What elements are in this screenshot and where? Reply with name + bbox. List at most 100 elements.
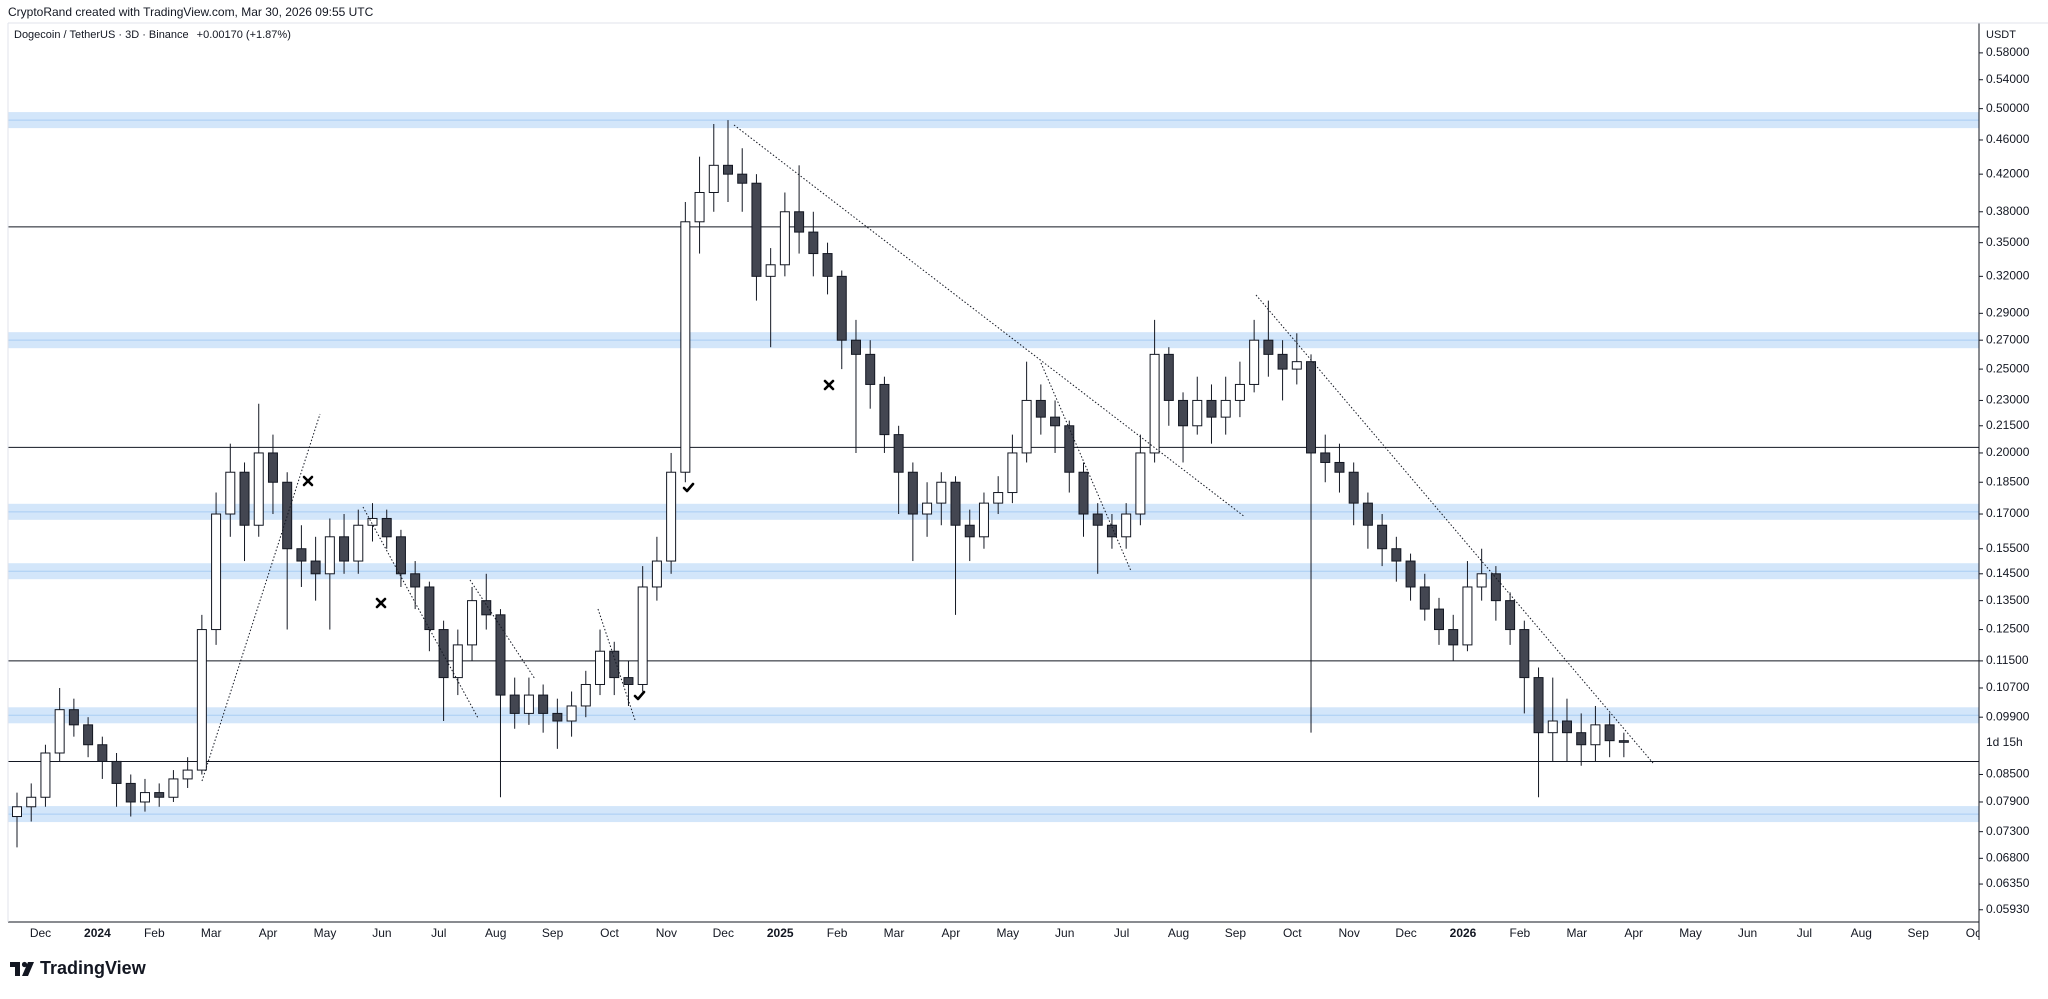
candle-body	[196, 629, 207, 771]
x-tick-label: Feb	[1510, 926, 1531, 940]
y-tick-label: 0.07300	[1986, 824, 2030, 838]
y-tick-label: 0.12500	[1986, 622, 2030, 636]
x-tick-label: Sep	[1908, 926, 1930, 940]
candle-body	[1604, 724, 1615, 742]
candle-body	[1192, 399, 1203, 427]
x-tick-label: Aug	[1851, 926, 1872, 940]
cross-icon	[302, 475, 314, 487]
candle-body	[1490, 573, 1501, 602]
y-tick-label: 0.06800	[1986, 850, 2030, 864]
candle-body	[353, 524, 364, 562]
x-tick-label: Jul	[1114, 926, 1129, 940]
price-change: +0.00170 (+1.87%)	[197, 29, 291, 41]
candle-body	[1519, 629, 1530, 679]
candle-body	[708, 164, 719, 193]
candle-body	[83, 724, 94, 746]
candle-body	[936, 481, 947, 504]
y-tick-label: 0.38000	[1986, 204, 2030, 218]
y-tick-label: 0.09900	[1986, 709, 2030, 723]
candle-body	[1590, 724, 1601, 746]
candle-body	[339, 536, 350, 562]
candle-body	[964, 524, 975, 538]
candle-body	[666, 471, 677, 562]
candle-body	[1419, 586, 1430, 610]
x-tick-label: Nov	[656, 926, 677, 940]
x-tick-label: May	[314, 926, 337, 940]
countdown: 1d 15h	[1986, 735, 2023, 749]
x-tick-label: Jun	[372, 926, 391, 940]
x-tick-label: Jun	[1055, 926, 1074, 940]
y-tick-label: 0.25000	[1986, 361, 2030, 375]
candle-body	[1476, 573, 1487, 588]
candle-body	[850, 339, 861, 355]
x-tick-label: Aug	[485, 926, 506, 940]
trend-line	[1255, 294, 1654, 764]
candle-body	[452, 644, 463, 679]
candle-body	[808, 231, 819, 255]
candle-body	[40, 752, 51, 798]
y-tick-label: 0.17000	[1986, 506, 2030, 520]
y-tick-label: 0.27000	[1986, 332, 2030, 346]
candle-body	[694, 191, 705, 223]
candle-body	[893, 434, 904, 473]
candle-body	[1505, 600, 1516, 631]
candle-body	[879, 383, 890, 436]
x-tick-label: 2026	[1450, 926, 1477, 940]
y-tick-label: 0.20000	[1986, 445, 2030, 459]
candle-body	[139, 792, 150, 803]
candle-body	[950, 481, 961, 526]
candle-body	[1348, 471, 1359, 504]
trend-line	[201, 413, 321, 782]
candle-body	[481, 600, 492, 616]
candle-body	[12, 806, 22, 818]
trend-line	[362, 506, 479, 719]
x-tick-label: May	[996, 926, 1019, 940]
candle-body	[1078, 471, 1089, 515]
y-tick-label: 0.54000	[1986, 72, 2030, 86]
x-tick-label: Mar	[201, 926, 222, 940]
time-axis: Dec 2024 Feb Mar Apr May Jun Jul Aug Sep Oct Nov Dec…	[30, 926, 1985, 940]
x-tick-label: Apr	[1624, 926, 1643, 940]
candle-body	[296, 548, 307, 562]
x-tick-label: Feb	[144, 926, 165, 940]
x-tick-label: Apr	[942, 926, 961, 940]
candle-body	[1106, 524, 1117, 538]
unit-label: USDT	[1986, 29, 2016, 41]
check-icon	[682, 482, 695, 493]
candle-body	[1064, 425, 1075, 473]
x-tick-label: Feb	[827, 926, 848, 940]
candle-body	[1618, 740, 1629, 743]
candle-body	[1220, 399, 1231, 418]
candle-body	[1362, 502, 1373, 526]
y-tick-label: 0.15500	[1986, 541, 2030, 555]
candle-body	[637, 586, 648, 685]
candle-body	[1277, 353, 1288, 370]
plot-area	[8, 112, 1979, 848]
candle-body	[1533, 677, 1544, 734]
x-tick-label: Aug	[1168, 926, 1189, 940]
x-tick-label: Dec	[713, 926, 734, 940]
candle-body	[723, 164, 733, 175]
candle-body	[54, 709, 65, 754]
logo-shape	[22, 962, 34, 976]
trend-line	[469, 579, 536, 680]
x-tick-label: Jun	[1738, 926, 1757, 940]
candle-body	[1050, 416, 1061, 427]
y-tick-label: 0.08500	[1986, 767, 2030, 781]
candle-body	[993, 492, 1004, 504]
candle-body	[125, 782, 136, 803]
candle-body	[1263, 339, 1274, 355]
drawings	[201, 124, 1654, 782]
x-tick-label: Sep	[1225, 926, 1247, 940]
candle-body	[1135, 452, 1146, 515]
candle-body	[395, 536, 406, 575]
x-tick-label: Oct	[600, 926, 619, 940]
candle-body	[211, 513, 222, 631]
y-tick-label: 0.07900	[1986, 794, 2030, 808]
candle-body	[1121, 513, 1132, 538]
candle-body	[751, 182, 762, 277]
candle-body	[253, 452, 264, 526]
candle-body	[1149, 353, 1160, 454]
trend-line	[1040, 362, 1132, 572]
